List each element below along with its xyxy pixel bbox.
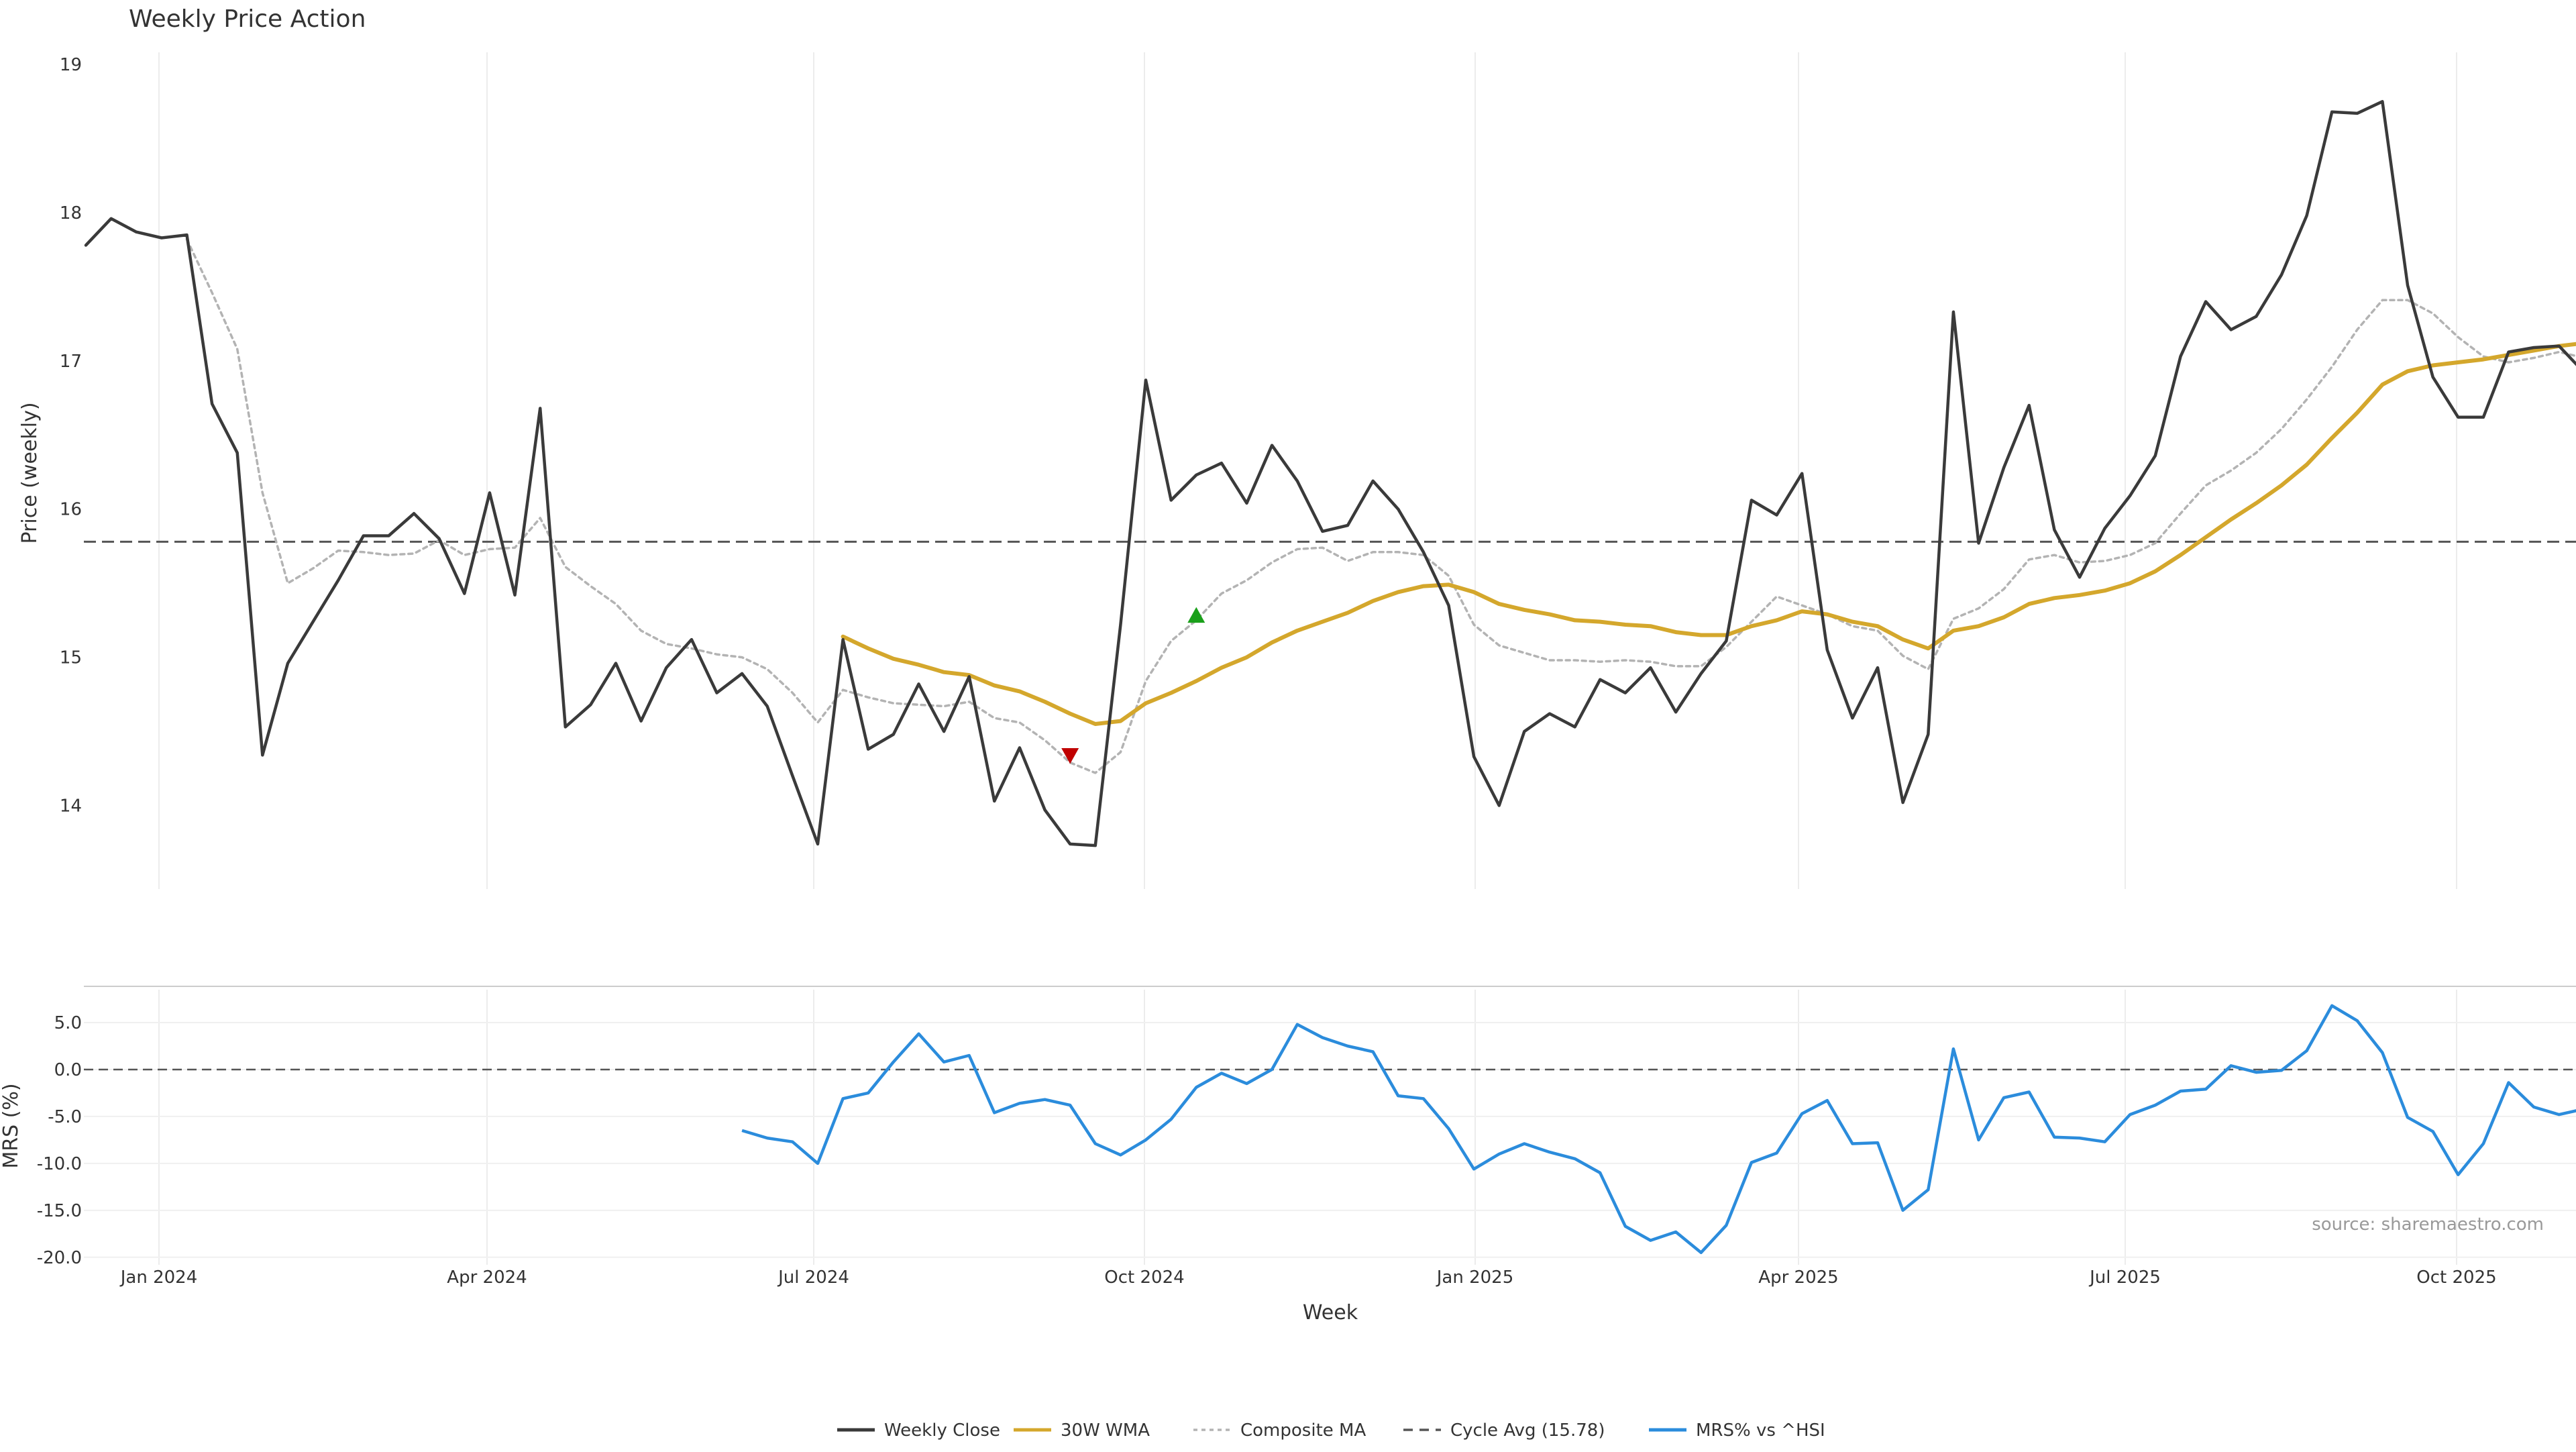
price-y-tick-label: 14	[60, 796, 82, 817]
x-tick-label: Jul 2025	[2088, 1267, 2161, 1288]
x-tick-label: Jul 2024	[777, 1267, 849, 1288]
30w-wma-line	[843, 343, 2576, 724]
sell-signal-marker	[1061, 748, 1079, 764]
x-tick-label: Apr 2025	[1758, 1267, 1838, 1288]
buy-signal-marker	[1187, 607, 1205, 623]
mrs-y-tick-label: -20.0	[37, 1248, 82, 1268]
source-text: source: sharemaestro.com	[2312, 1214, 2544, 1235]
mrs-y-tick-label: -15.0	[37, 1201, 82, 1221]
series-layer	[86, 101, 2576, 1253]
price-gridlines	[159, 52, 2457, 1265]
composite-ma-line	[187, 240, 2576, 773]
mrs-y-tick-label: 0.0	[54, 1060, 82, 1080]
x-tick-label: Oct 2024	[1104, 1267, 1184, 1288]
mrs-y-tick-label: -10.0	[37, 1154, 82, 1174]
mrs-y-tick-label: -5.0	[48, 1107, 82, 1127]
legend: Weekly Close 30W WMA Composite MA Cycle Avg…	[837, 1420, 1825, 1441]
price-y-tick-label: 17	[60, 352, 82, 372]
price-y-axis-label: Price (weekly)	[18, 402, 42, 543]
price-y-tick-label: 19	[60, 55, 82, 75]
mrs-line	[742, 1006, 2576, 1253]
x-axis-label: Week	[1303, 1301, 1358, 1325]
price-y-axis: 14 15 16 17 18 19	[60, 55, 82, 816]
x-tick-label: Jan 2025	[1436, 1267, 1514, 1288]
mrs-y-tick-label: 5.0	[54, 1013, 82, 1033]
chart-title: Weekly Price Action	[129, 5, 366, 33]
price-y-tick-label: 18	[60, 203, 82, 223]
x-tick-label: Oct 2025	[2416, 1267, 2496, 1288]
legend-label: Weekly Close	[884, 1420, 1000, 1441]
weekly-close-line	[86, 101, 2576, 845]
legend-label: Composite MA	[1240, 1420, 1366, 1441]
price-y-tick-label: 16	[60, 500, 82, 520]
x-tick-label: Apr 2024	[447, 1267, 527, 1288]
mrs-y-axis-label: MRS (%)	[0, 1083, 23, 1168]
x-axis: Jan 2024 Apr 2024 Jul 2024 Oct 2024 Jan 2025…	[119, 1267, 2497, 1288]
legend-label: 30W WMA	[1061, 1420, 1150, 1441]
legend-label: MRS% vs ^HSI	[1696, 1420, 1825, 1441]
legend-label: Cycle Avg (15.78)	[1450, 1420, 1605, 1441]
mrs-gridlines	[84, 1023, 2576, 1257]
x-tick-label: Jan 2024	[119, 1267, 198, 1288]
price-y-tick-label: 15	[60, 648, 82, 668]
mrs-y-axis: 5.0 0.0 -5.0 -10.0 -15.0 -20.0	[37, 1013, 82, 1268]
